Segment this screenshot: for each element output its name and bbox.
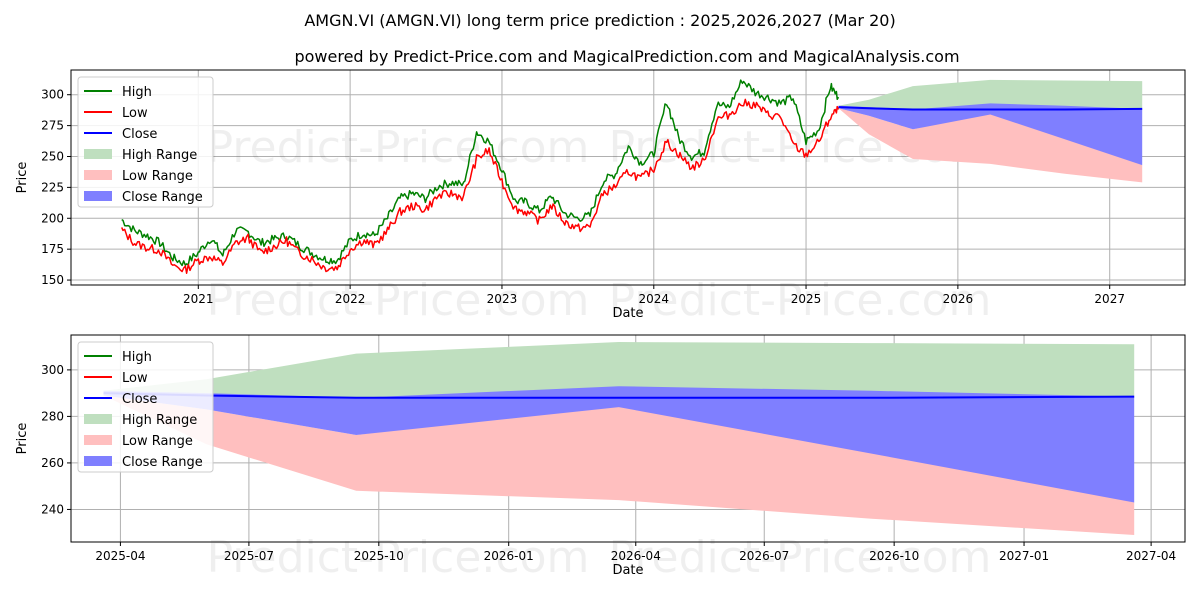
bottom-watermark: Predict-Price.com <box>609 532 992 583</box>
bottom-legend-label: Low <box>122 371 148 386</box>
bottom-legend-swatch <box>84 435 112 445</box>
bottom-x-tick-label: 2025-04 <box>95 549 145 563</box>
bottom-panel: 2025-04 2025-07 2025-10 2026-01 2026-04 2026-… <box>15 334 1186 583</box>
bottom-low-range-band <box>103 395 1135 535</box>
bottom-legend-label: Close <box>122 392 157 407</box>
bottom-plot-frame <box>70 334 1186 543</box>
top-watermark: Predict-Price.com <box>609 275 992 326</box>
top-y-tick-label: 150 <box>41 273 64 287</box>
top-close-range-band <box>838 103 1143 166</box>
bottom-x-axis-label: Date <box>612 563 643 578</box>
bottom-x-tick-label: 2027-01 <box>999 549 1049 563</box>
bottom-x-tick-label: 2026-10 <box>869 549 919 563</box>
top-x-tick-label: 2027 <box>1094 292 1125 306</box>
top-close-series-line <box>838 106 1143 111</box>
bottom-y-tick-label: 240 <box>41 502 64 516</box>
bottom-x-tick-label: 2026-07 <box>739 549 789 563</box>
top-y-tick-label: 200 <box>41 211 64 225</box>
top-low-range-band <box>838 108 1143 183</box>
top-legend-swatch <box>84 191 112 201</box>
top-legend-label: Low Range <box>122 169 193 184</box>
bottom-x-tick-label: 2025-10 <box>354 549 404 563</box>
bottom-watermark: Predict-Price.com <box>207 532 590 583</box>
top-y-tick-label: 275 <box>41 119 64 133</box>
top-panel: 2021 2022 2023 2024 2025 2026 2027 150 175 200 225… <box>15 69 1186 326</box>
bottom-y-tick-label: 260 <box>41 456 64 470</box>
top-watermark: Predict-Price.com <box>207 275 590 326</box>
top-watermark: Predict-Price.com <box>207 122 590 173</box>
top-y-tick-label: 300 <box>41 88 64 102</box>
chart-subtitle: powered by Predict-Price.com and Magical… <box>294 47 959 66</box>
bottom-x-tick-label: 2026-01 <box>484 549 534 563</box>
top-legend-label: High Range <box>122 148 197 163</box>
top-legend-label: Low <box>122 106 148 121</box>
top-legend-label: Close Range <box>122 190 203 205</box>
top-legend-swatch <box>84 149 112 159</box>
bottom-y-tick-label: 280 <box>41 409 64 423</box>
top-x-tick-label: 2024 <box>639 292 670 306</box>
bottom-legend-label: High <box>122 350 152 365</box>
top-x-tick-label: 2021 <box>183 292 214 306</box>
chart-title: AMGN.VI (AMGN.VI) long term price predic… <box>304 11 895 30</box>
bottom-y-tick-label: 300 <box>41 363 64 377</box>
bottom-legend-swatch <box>84 414 112 424</box>
bottom-legend-swatch <box>84 456 112 466</box>
top-y-tick-label: 225 <box>41 180 64 194</box>
bottom-x-tick-label: 2027-04 <box>1126 549 1176 563</box>
top-x-tick-label: 2022 <box>335 292 366 306</box>
bottom-x-tick-label: 2025-07 <box>224 549 274 563</box>
top-x-axis-label: Date <box>612 306 643 321</box>
top-y-axis-label: Price <box>15 162 30 194</box>
bottom-legend-label: Close Range <box>122 455 203 470</box>
top-x-tick-label: 2023 <box>487 292 518 306</box>
bottom-x-tick-label: 2026-04 <box>611 549 661 563</box>
top-legend-swatch <box>84 170 112 180</box>
top-plot-frame <box>70 69 1186 286</box>
top-high-series-line <box>121 79 840 267</box>
top-low-series-line <box>121 98 840 274</box>
top-high-range-band <box>838 79 1143 110</box>
top-legend-label: High <box>122 85 152 100</box>
top-x-tick-label: 2025 <box>791 292 822 306</box>
bottom-close-range-band <box>103 386 1135 503</box>
top-legend-label: Close <box>122 127 157 142</box>
bottom-high-range-band <box>103 342 1135 398</box>
top-x-tick-label: 2026 <box>943 292 974 306</box>
bottom-y-axis-label: Price <box>15 423 30 455</box>
bottom-legend-label: High Range <box>122 413 197 428</box>
top-y-tick-label: 175 <box>41 242 64 256</box>
top-y-tick-label: 250 <box>41 149 64 163</box>
bottom-legend-label: Low Range <box>122 434 193 449</box>
